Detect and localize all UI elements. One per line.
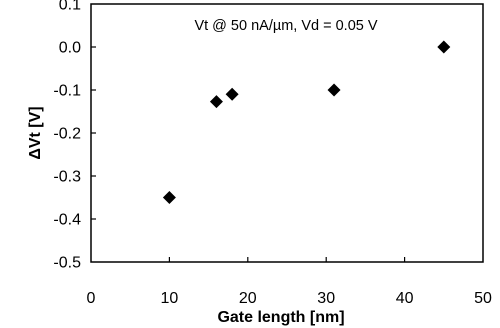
x-tick-label: 50	[474, 290, 492, 307]
y-tick-label: 0.1	[59, 0, 81, 14]
y-axis: 0.1 0.0 -0.1 -0.2 -0.3 -0.4 -0.5	[53, 0, 96, 272]
data-point	[162, 191, 176, 204]
y-tick-label: -0.4	[53, 212, 81, 229]
y-tick-label: -0.1	[53, 83, 81, 100]
y-tick-label: -0.5	[53, 255, 81, 272]
data-point	[209, 95, 223, 109]
y-tick-label: 0.0	[59, 40, 81, 57]
y-tick-label: -0.2	[53, 126, 81, 143]
x-axis-title: Gate length [nm]	[217, 309, 344, 326]
x-tick-label: 30	[317, 290, 335, 307]
chart-annotation: Vt @ 50 nA/µm, Vd = 0.05 V	[194, 18, 377, 34]
plot-area	[90, 3, 484, 263]
x-axis: 0 10 20 30 40 50	[87, 257, 492, 307]
data-point	[225, 87, 239, 101]
x-tick-label: 40	[396, 290, 414, 307]
x-tick-label: 0	[87, 290, 96, 307]
y-tick-label: -0.3	[53, 169, 81, 186]
data-point	[437, 40, 451, 54]
y-axis-title: ΔVt [V]	[27, 106, 44, 159]
data-point	[327, 83, 341, 97]
x-tick-label: 10	[161, 290, 179, 307]
data-series	[162, 40, 451, 204]
x-tick-label: 20	[239, 290, 257, 307]
